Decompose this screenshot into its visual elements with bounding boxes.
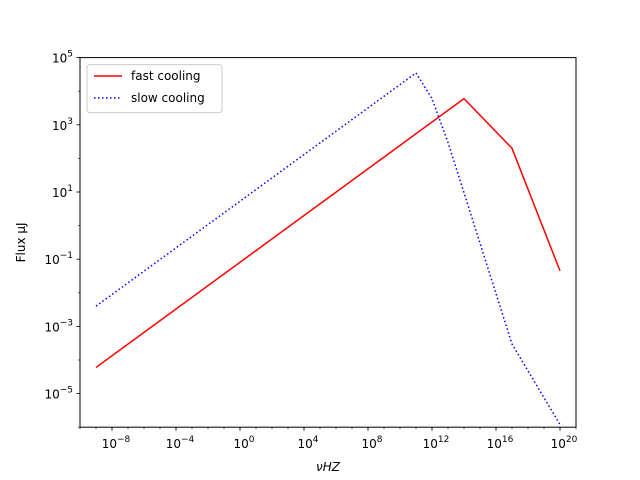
x-tick-label: 10−4: [166, 435, 195, 451]
y-tick-label: 10−5: [44, 386, 73, 402]
x-tick-label: 100: [233, 435, 254, 451]
x-tick-label: 10−8: [102, 435, 131, 451]
y-axis-label: Flux μJ: [14, 222, 28, 262]
legend-label-fast-cooling: fast cooling: [131, 69, 201, 83]
y-tick-label: 103: [52, 117, 73, 133]
x-tick-label: 1016: [487, 435, 514, 451]
y-ticks: 10−5 10−3 10−1 101 103 105: [44, 50, 80, 428]
y-tick-label: 105: [52, 50, 73, 66]
x-tick-label: 104: [297, 435, 318, 451]
x-ticks: 10−8 10−4 100 104 108 1012 1016 1020: [79, 427, 578, 451]
y-tick-label: 10−1: [44, 251, 73, 267]
x-tick-label: 1012: [423, 435, 450, 451]
plot-frame: [79, 57, 577, 428]
y-tick-label: 10−3: [44, 318, 73, 334]
legend: fast cooling slow cooling: [86, 64, 223, 114]
legend-label-slow-cooling: slow cooling: [131, 91, 205, 105]
y-tick-label: 101: [52, 184, 73, 200]
x-tick-label: 108: [361, 435, 382, 451]
x-tick-label: 1020: [551, 435, 578, 451]
plot-lines: [95, 72, 561, 425]
series-line-fast-cooling: [95, 97, 561, 369]
x-axis-label: νHZ: [316, 460, 341, 474]
